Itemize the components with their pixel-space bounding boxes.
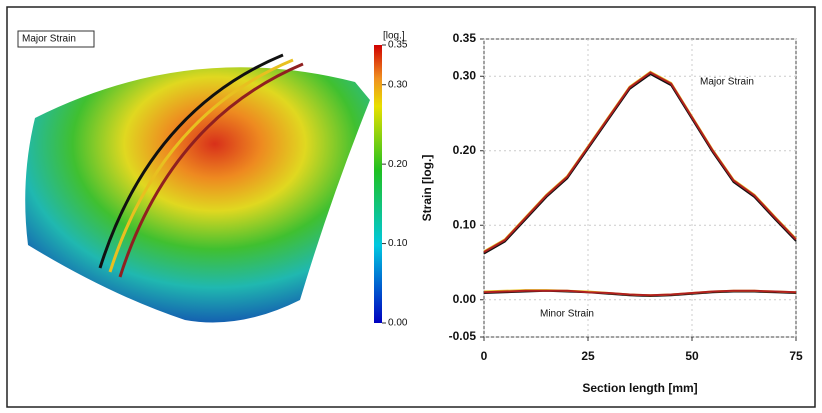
colorbar-tick-label: 0.35 [388, 40, 408, 51]
section-line [118, 62, 304, 278]
y-tick-label: 0.00 [453, 292, 477, 306]
colorbar-tick-label: 0.20 [388, 159, 408, 170]
y-tick-label: 0.20 [453, 143, 477, 157]
y-axis-label: Strain [log.] [420, 155, 434, 222]
y-tick-label: -0.05 [449, 329, 477, 343]
strain-map [25, 67, 370, 323]
x-tick-label: 25 [581, 349, 595, 363]
colorbar [374, 45, 382, 323]
annotation: Minor Strain [540, 309, 594, 320]
series-line [483, 71, 797, 253]
x-tick-label: 50 [685, 349, 699, 363]
map-label-box [17, 30, 95, 48]
section-line [108, 58, 294, 273]
colorbar-tick-label: 0.00 [388, 318, 408, 329]
y-tick-label: 0.10 [453, 217, 477, 231]
series-line [483, 289, 797, 297]
x-axis-label: Section length [mm] [582, 381, 697, 395]
colorbar-tick-label: 0.30 [388, 79, 408, 90]
section-line [98, 53, 284, 269]
colorbar-unit: [log.] [383, 31, 405, 42]
series-line [483, 72, 797, 255]
y-tick-label: 0.30 [453, 68, 477, 82]
x-tick-label: 0 [481, 349, 488, 363]
y-tick-label: 0.35 [453, 31, 477, 45]
colorbar-tick-label: 0.10 [388, 238, 408, 249]
annotation: Major Strain [700, 77, 754, 88]
x-tick-label: 75 [789, 349, 803, 363]
map-label: Major Strain [22, 34, 76, 45]
